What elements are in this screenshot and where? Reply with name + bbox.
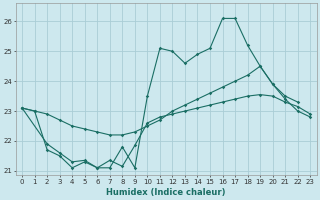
X-axis label: Humidex (Indice chaleur): Humidex (Indice chaleur) <box>107 188 226 197</box>
